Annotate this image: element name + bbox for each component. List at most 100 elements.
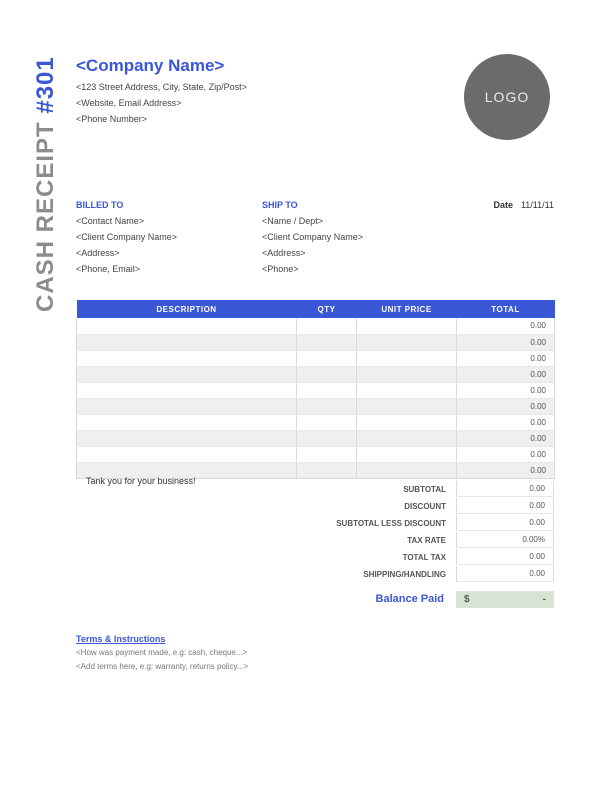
cell-unit — [357, 446, 457, 462]
terms-line-2: <Add terms here, e.g: warranty, returns … — [76, 662, 554, 671]
date-label: Date — [493, 200, 513, 210]
balance-currency: $ — [464, 594, 470, 605]
cell-qty — [297, 430, 357, 446]
ship-name: <Name / Dept> — [262, 216, 448, 226]
cell-qty — [297, 350, 357, 366]
cell-qty — [297, 334, 357, 350]
cell-unit — [357, 318, 457, 334]
cell-unit — [357, 414, 457, 430]
cell-tot: 0.00 — [457, 334, 555, 350]
balance-value: - — [543, 594, 546, 605]
receipt-title-prefix: CASH RECEIPT — [32, 114, 59, 312]
line-items-table: DESCRIPTION QTY UNIT PRICE TOTAL 0.000.0… — [76, 300, 555, 479]
discount-row: DISCOUNT 0.00 — [76, 498, 554, 515]
billed-company: <Client Company Name> — [76, 232, 262, 242]
cell-tot: 0.00 — [457, 382, 555, 398]
table-row: 0.00 — [77, 318, 555, 334]
ship-to-column: SHIP TO <Name / Dept> <Client Company Na… — [262, 200, 448, 280]
cell-unit — [357, 366, 457, 382]
tax-rate-value: 0.00% — [456, 532, 554, 548]
cell-desc — [77, 366, 297, 382]
subtotal-less-value: 0.00 — [456, 515, 554, 531]
cell-tot: 0.00 — [457, 462, 555, 478]
cell-unit — [357, 382, 457, 398]
date-value: 11/11/11 — [521, 200, 554, 210]
cell-qty — [297, 398, 357, 414]
tax-rate-row: TAX RATE 0.00% — [76, 532, 554, 549]
cell-tot: 0.00 — [457, 430, 555, 446]
cell-desc — [77, 430, 297, 446]
cell-unit — [357, 398, 457, 414]
table-row: 0.00 — [77, 398, 555, 414]
cell-desc — [77, 414, 297, 430]
cell-tot: 0.00 — [457, 350, 555, 366]
thank-you-text: Tank you for your business! — [86, 476, 196, 486]
terms-line-1: <How was payment made, e.g: cash, cheque… — [76, 648, 554, 657]
date-column: Date 11/11/11 — [493, 200, 554, 280]
logo-text: LOGO — [485, 89, 529, 105]
subtotal-label: SUBTOTAL — [296, 485, 456, 494]
cell-tot: 0.00 — [457, 318, 555, 334]
cell-qty — [297, 366, 357, 382]
cell-qty — [297, 414, 357, 430]
terms-heading: Terms & Instructions — [76, 634, 554, 644]
table-row: 0.00 — [77, 430, 555, 446]
subtotal-value: 0.00 — [456, 481, 554, 497]
balance-row: Balance Paid $ - — [76, 591, 554, 608]
table-row: 0.00 — [77, 334, 555, 350]
table-row: 0.00 — [77, 350, 555, 366]
totals-block: SUBTOTAL 0.00 DISCOUNT 0.00 SUBTOTAL LES… — [76, 481, 554, 583]
cell-unit — [357, 334, 457, 350]
table-row: 0.00 — [77, 366, 555, 382]
cell-tot: 0.00 — [457, 398, 555, 414]
col-unit-price: UNIT PRICE — [357, 300, 457, 318]
ship-company: <Client Company Name> — [262, 232, 448, 242]
address-block: BILLED TO <Contact Name> <Client Company… — [76, 200, 554, 280]
cell-unit — [357, 350, 457, 366]
cell-qty — [297, 318, 357, 334]
subtotal-less-row: SUBTOTAL LESS DISCOUNT 0.00 — [76, 515, 554, 532]
page-content: <Company Name> <123 Street Address, City… — [76, 56, 554, 676]
table-row: 0.00 — [77, 414, 555, 430]
col-qty: QTY — [297, 300, 357, 318]
billed-address: <Address> — [76, 248, 262, 258]
shipping-value: 0.00 — [456, 566, 554, 582]
billed-contact: <Contact Name> — [76, 216, 262, 226]
cell-desc — [77, 318, 297, 334]
billed-phone: <Phone, Email> — [76, 264, 262, 274]
total-tax-label: TOTAL TAX — [296, 553, 456, 562]
cell-desc — [77, 350, 297, 366]
billed-to-column: BILLED TO <Contact Name> <Client Company… — [76, 200, 262, 280]
subtotal-less-label: SUBTOTAL LESS DISCOUNT — [296, 519, 456, 528]
shipping-label: SHIPPING/HANDLING — [296, 570, 456, 579]
discount-value: 0.00 — [456, 498, 554, 514]
cell-desc — [77, 446, 297, 462]
cell-tot: 0.00 — [457, 446, 555, 462]
receipt-number: #301 — [32, 56, 59, 113]
cell-qty — [297, 382, 357, 398]
discount-label: DISCOUNT — [296, 502, 456, 511]
cell-tot: 0.00 — [457, 414, 555, 430]
col-total: TOTAL — [457, 300, 555, 318]
total-tax-value: 0.00 — [456, 549, 554, 565]
shipping-row: SHIPPING/HANDLING 0.00 — [76, 566, 554, 583]
total-tax-row: TOTAL TAX 0.00 — [76, 549, 554, 566]
cell-desc — [77, 334, 297, 350]
header: <Company Name> <123 Street Address, City… — [76, 56, 554, 156]
receipt-vertical-title: CASH RECEIPT #301 — [32, 56, 60, 312]
balance-box: $ - — [456, 591, 554, 608]
billed-to-heading: BILLED TO — [76, 200, 262, 210]
balance-label: Balance Paid — [376, 593, 456, 605]
terms-block: Terms & Instructions <How was payment ma… — [76, 634, 554, 671]
cell-tot: 0.00 — [457, 366, 555, 382]
col-description: DESCRIPTION — [77, 300, 297, 318]
cell-unit — [357, 430, 457, 446]
ship-to-heading: SHIP TO — [262, 200, 448, 210]
tax-rate-label: TAX RATE — [296, 536, 456, 545]
ship-phone: <Phone> — [262, 264, 448, 274]
cell-unit — [357, 462, 457, 478]
cell-desc — [77, 382, 297, 398]
cell-qty — [297, 446, 357, 462]
cell-qty — [297, 462, 357, 478]
table-header-row: DESCRIPTION QTY UNIT PRICE TOTAL — [77, 300, 555, 318]
